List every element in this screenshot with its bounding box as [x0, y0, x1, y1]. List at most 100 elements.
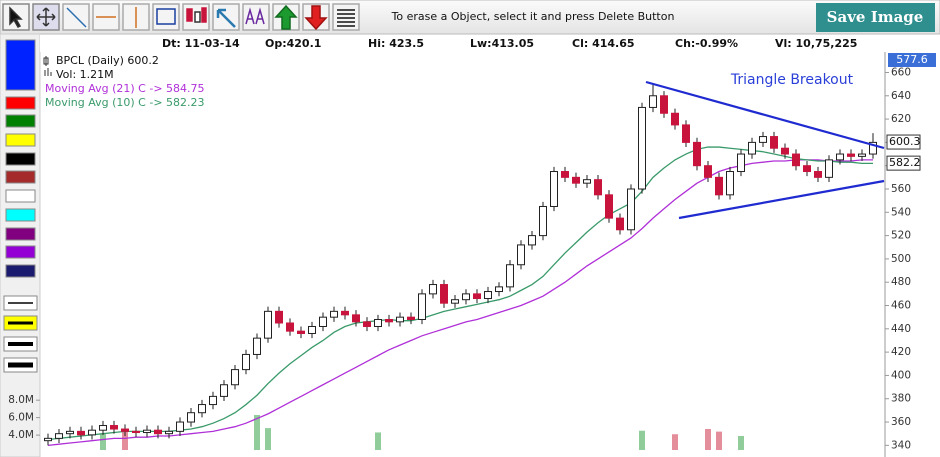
swatch[interactable] — [5, 114, 36, 128]
candle-body — [836, 153, 844, 161]
legend-symbol: BPCL (Daily) 600.2 — [56, 54, 159, 67]
legend — [42, 53, 202, 111]
candle-body — [605, 194, 613, 219]
volume-bar — [375, 432, 381, 450]
volume-bar — [496, 453, 502, 457]
candle-body — [319, 316, 327, 327]
y-tick-label: 540 — [891, 206, 911, 218]
volume-tick-label: 6.0M — [8, 412, 34, 424]
volume-bar — [353, 453, 359, 457]
candle-body — [341, 310, 349, 316]
y-tick-label: 640 — [891, 90, 911, 102]
volume-bar — [89, 453, 95, 457]
candle-body — [726, 171, 734, 196]
legend-entry: Moving Avg (10) C -> 582.23 — [45, 96, 205, 109]
candle-body — [748, 141, 756, 155]
volume-bar — [540, 452, 546, 457]
y-tick-label: 440 — [891, 323, 911, 335]
candle-body — [561, 171, 569, 178]
swatch[interactable] — [5, 170, 36, 184]
drawings — [645, 80, 885, 220]
annotation: Triangle Breakout — [730, 72, 854, 88]
candle-body — [231, 369, 239, 386]
candle-body — [451, 299, 459, 304]
volume-bar — [430, 453, 436, 457]
volume-bar — [716, 431, 722, 450]
swatch[interactable] — [5, 96, 36, 110]
volume-bar — [419, 452, 425, 457]
volume-bar — [122, 431, 128, 450]
volume-bar — [56, 452, 62, 457]
candle-body — [176, 421, 184, 432]
y-tick-label: 560 — [891, 183, 911, 195]
swatch[interactable] — [5, 208, 36, 222]
candle-body — [418, 293, 426, 320]
volume-bar — [859, 452, 865, 457]
save-button[interactable] — [816, 3, 935, 32]
y-tick-label: 660 — [891, 66, 911, 78]
candle-body — [385, 318, 393, 323]
trendline — [678, 179, 885, 220]
candle-body — [473, 293, 481, 300]
swatch[interactable] — [5, 227, 36, 241]
candle-body — [814, 171, 822, 178]
y-tick-label: 460 — [891, 300, 911, 312]
volume-bar — [287, 453, 293, 457]
candle-body — [539, 205, 547, 237]
swatch[interactable] — [5, 264, 36, 278]
tool-fib[interactable] — [242, 3, 270, 31]
volume-bar — [661, 452, 667, 457]
candle-body — [253, 337, 261, 355]
candle-body — [495, 286, 503, 293]
trendline — [645, 80, 885, 150]
volume-bar — [386, 453, 392, 457]
swatch[interactable] — [5, 39, 36, 91]
swatch[interactable] — [5, 133, 36, 147]
candle-body — [209, 395, 217, 406]
info-field: Lw:413.05 — [470, 37, 534, 50]
volume-bar — [606, 452, 612, 457]
candle-body — [132, 430, 140, 434]
candle-body — [484, 291, 492, 300]
y-tick-label: 360 — [891, 416, 911, 428]
candle-body — [44, 437, 52, 442]
candle-body — [286, 322, 294, 332]
candle-body — [462, 293, 470, 301]
candle-body — [506, 264, 514, 288]
candle-body — [528, 235, 536, 246]
volume-bar — [364, 451, 370, 457]
volume-bar — [474, 453, 480, 457]
swatch[interactable] — [5, 189, 36, 203]
candle-body — [869, 141, 877, 155]
volume-bar — [738, 435, 744, 450]
candle-body — [517, 244, 525, 266]
candle-body — [572, 176, 580, 184]
price-label-box — [886, 134, 921, 150]
toolbar-hint: To erase a Object, select it and press D… — [391, 10, 675, 23]
info-field: Cl: 414.65 — [572, 37, 635, 50]
swatch[interactable] — [5, 245, 36, 259]
cursor-price-box — [888, 53, 936, 67]
candle-body — [374, 318, 382, 327]
candle-body — [77, 430, 85, 436]
candle-body — [143, 429, 151, 434]
info-field: Hi: 423.5 — [368, 37, 424, 50]
volume-bar — [243, 453, 249, 457]
info-field: Dt: 11-03-14 — [162, 37, 240, 50]
volume-bar — [870, 451, 876, 457]
candle-body — [55, 433, 63, 439]
volume-bar — [254, 415, 260, 450]
info-row: Dt: 11-03-14 Op:420.1 Hi: 423.5 Lw:413.05 Cl… — [162, 37, 857, 50]
candle-body — [154, 429, 162, 435]
volume-bar — [617, 453, 623, 457]
swatch[interactable] — [5, 152, 36, 166]
volume-tick-label: 4.0M — [8, 429, 34, 441]
info-field: Op:420.1 — [265, 37, 321, 50]
candle-body — [297, 330, 305, 334]
candle-body — [88, 429, 96, 436]
save-button-label[interactable]: Save Image — [827, 8, 924, 26]
candle-body — [407, 316, 415, 320]
volume-bar — [551, 453, 557, 457]
price-label-box — [886, 155, 921, 171]
volume-bar — [408, 453, 414, 457]
